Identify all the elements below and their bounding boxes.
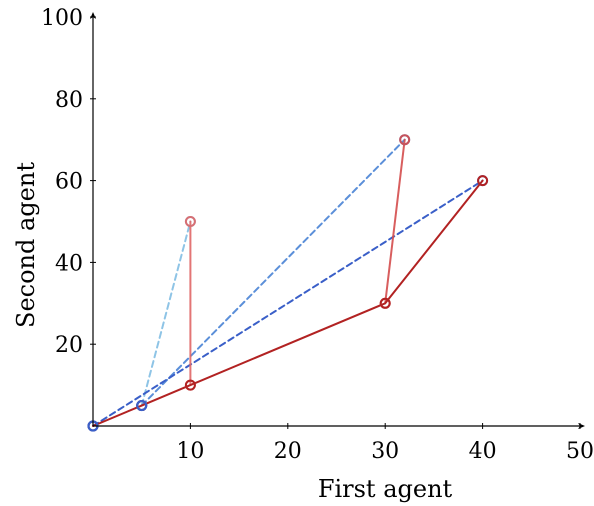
x-tick-label: 50 (566, 439, 594, 464)
axes-layer (90, 12, 585, 429)
data-point-marker (184, 216, 196, 227)
series-line-3 (384, 138, 406, 305)
y-axis-title: Second agent (12, 162, 40, 328)
x-tick-label: 40 (469, 439, 497, 464)
data-point-marker (136, 399, 148, 412)
y-tick-label: 100 (41, 6, 83, 31)
tick-layer: 10 20 30 40 50 20 40 60 80 100 (41, 6, 594, 464)
series-line-5 (140, 138, 406, 407)
x-tick-label: 20 (274, 439, 302, 464)
data-point-marker (477, 175, 489, 187)
x-tick-label: 30 (371, 439, 399, 464)
series-layer (92, 138, 484, 427)
data-point-marker (184, 379, 196, 391)
x-tick-label: 10 (176, 439, 204, 464)
y-tick-label: 60 (55, 170, 83, 195)
y-tick-label: 80 (55, 88, 83, 113)
data-point-marker (399, 134, 411, 146)
marker-layer (87, 134, 489, 432)
series-line-4 (140, 220, 192, 407)
x-axis-title: First agent (318, 475, 453, 503)
series-line-6 (92, 179, 484, 427)
y-tick-label: 20 (55, 333, 83, 358)
y-tick-label: 40 (55, 251, 83, 276)
data-point-marker (379, 297, 391, 309)
series-line-1 (92, 179, 484, 427)
